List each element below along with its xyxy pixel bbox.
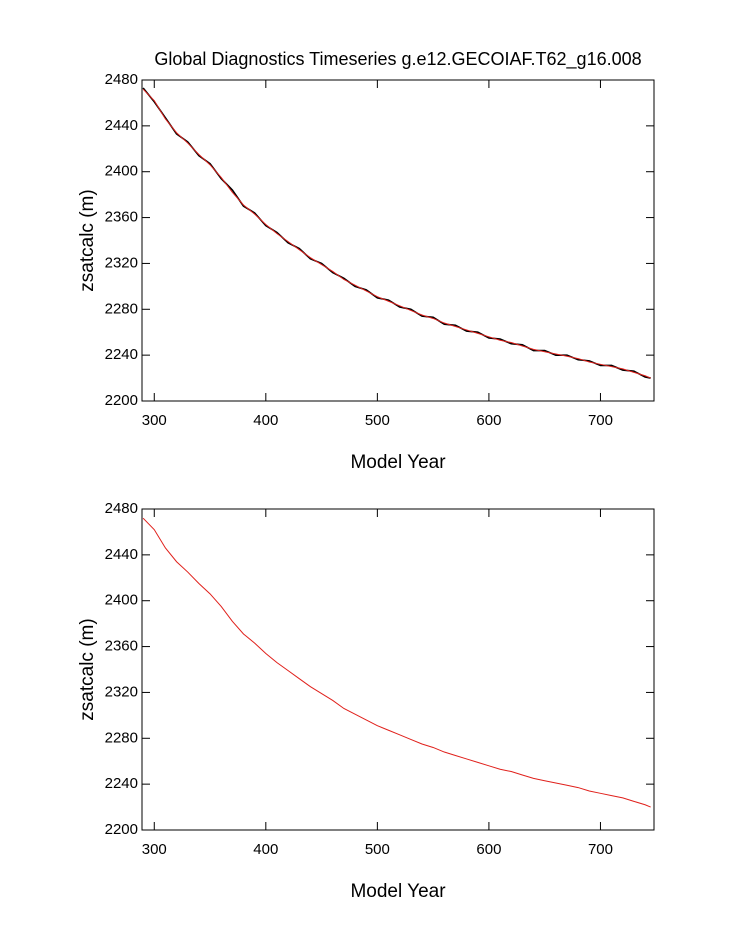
y-tick-label: 2240 [105, 346, 138, 363]
x-tick-label: 400 [253, 412, 278, 429]
data-line [142, 88, 651, 379]
y-tick-label: 2200 [105, 821, 138, 838]
y-tick-label: 2360 [105, 638, 138, 655]
x-axis-label: Model Year [350, 452, 446, 473]
y-tick-label: 2480 [105, 500, 138, 517]
x-tick-label: 700 [588, 412, 613, 429]
y-tick-label: 2400 [105, 163, 138, 180]
y-tick-label: 2440 [105, 546, 138, 563]
x-tick-label: 500 [365, 412, 390, 429]
x-tick-label: 600 [476, 841, 501, 858]
y-tick-label: 2440 [105, 117, 138, 134]
x-tick-label: 300 [142, 841, 167, 858]
y-tick-label: 2280 [105, 300, 138, 317]
x-tick-label: 700 [588, 841, 613, 858]
x-tick-label: 500 [365, 841, 390, 858]
x-tick-label: 600 [476, 412, 501, 429]
y-tick-label: 2480 [105, 71, 138, 88]
data-line [142, 517, 651, 808]
y-tick-label: 2400 [105, 592, 138, 609]
plot-frame [141, 79, 655, 402]
y-axis-label: zsatcalc (m) [77, 618, 98, 720]
chart-title: Global Diagnostics Timeseries g.e12.GECO… [154, 49, 641, 70]
y-tick-label: 2200 [105, 392, 138, 409]
y-tick-label: 2240 [105, 775, 138, 792]
y-tick-label: 2280 [105, 729, 138, 746]
x-axis-label: Model Year [350, 881, 446, 902]
data-line [142, 87, 651, 379]
y-tick-label: 2320 [105, 683, 138, 700]
y-tick-label: 2360 [105, 209, 138, 226]
y-tick-label: 2320 [105, 254, 138, 271]
plot-frame [141, 508, 655, 831]
x-tick-label: 300 [142, 412, 167, 429]
y-axis-label: zsatcalc (m) [77, 189, 98, 291]
x-tick-label: 400 [253, 841, 278, 858]
